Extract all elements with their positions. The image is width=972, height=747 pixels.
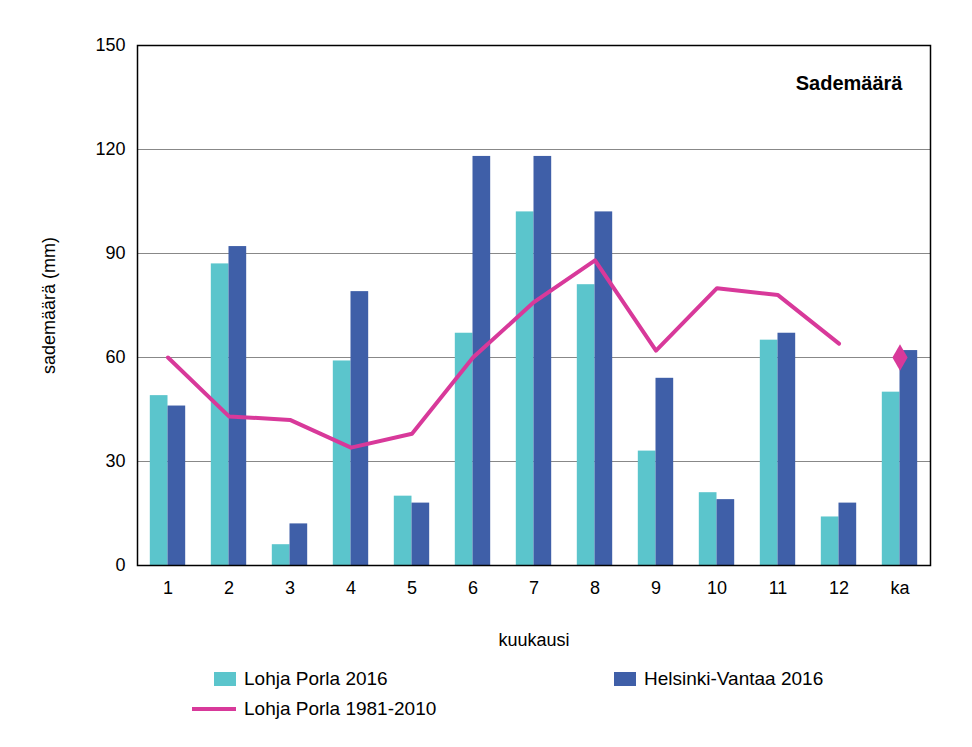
svg-text:sademäärä (mm): sademäärä (mm): [39, 237, 59, 374]
svg-text:10: 10: [707, 578, 727, 598]
svg-text:11: 11: [769, 578, 788, 598]
svg-text:ka: ka: [890, 578, 910, 598]
svg-text:0: 0: [115, 555, 125, 575]
svg-text:kuukausi: kuukausi: [498, 630, 569, 650]
svg-text:Sademäärä: Sademäärä: [796, 72, 904, 94]
svg-text:90: 90: [105, 243, 125, 263]
svg-text:4: 4: [346, 578, 356, 598]
svg-text:30: 30: [105, 451, 125, 471]
svg-text:1: 1: [163, 578, 173, 598]
svg-text:5: 5: [407, 578, 417, 598]
svg-text:12: 12: [829, 578, 849, 598]
svg-text:3: 3: [285, 578, 295, 598]
svg-text:60: 60: [105, 347, 125, 367]
html-text:Helsinki-Vantaa 2016: Helsinki-Vantaa 2016: [644, 668, 824, 689]
html-text:Lohja Porla 2016: Lohja Porla 2016: [244, 668, 388, 689]
svg-text:7: 7: [529, 578, 539, 598]
svg-text:8: 8: [590, 578, 600, 598]
svg-text:6: 6: [468, 578, 478, 598]
svg-text:2: 2: [224, 578, 234, 598]
svg-text:120: 120: [95, 139, 125, 159]
html-text:Lohja Porla 1981-2010: Lohja Porla 1981-2010: [244, 698, 437, 719]
svg-text:9: 9: [651, 578, 661, 598]
svg-text:150: 150: [95, 35, 125, 55]
